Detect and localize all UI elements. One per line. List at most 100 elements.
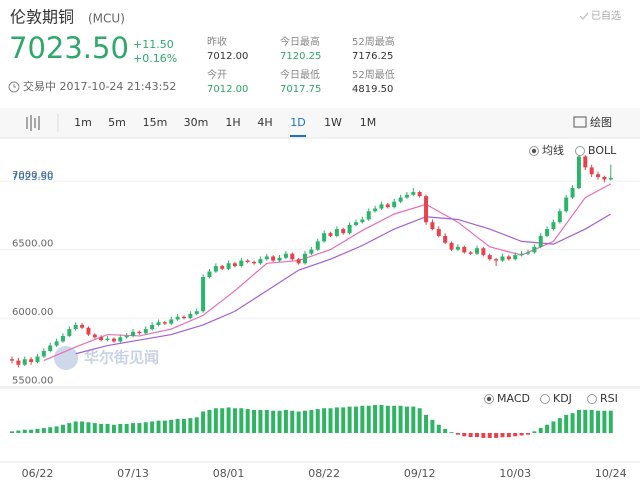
candle-body: [494, 259, 499, 261]
stat-label: 昨收: [207, 35, 227, 48]
radio[interactable]: [587, 394, 597, 404]
macd-bar: [271, 410, 276, 433]
candle-body: [169, 319, 174, 324]
y-tick-label: 6500.00: [12, 239, 53, 250]
timeframe-tab[interactable]: 30m: [184, 116, 209, 129]
macd-bar: [232, 408, 237, 433]
candle-body: [213, 266, 218, 272]
macd-bar: [283, 409, 288, 433]
macd-bar: [264, 409, 269, 433]
candle-body: [111, 338, 116, 342]
legend-option[interactable]: BOLL: [588, 144, 617, 157]
macd-bar: [334, 407, 339, 433]
candle-body: [398, 197, 403, 202]
macd-bar: [494, 433, 499, 438]
candle-body: [525, 252, 530, 254]
clock-hand: [13, 84, 16, 88]
candle-body: [322, 233, 327, 242]
macd-bar: [22, 429, 27, 433]
candle-body: [60, 335, 65, 342]
stat-value: 7176.25: [352, 51, 393, 62]
last-price-label: 7023.50: [12, 172, 53, 183]
macd-bar: [353, 406, 358, 433]
stat-label: 52周最低: [352, 68, 395, 81]
instrument-code: (MCU): [88, 12, 125, 26]
macd-bar: [360, 405, 365, 433]
macd-bar: [201, 411, 206, 433]
macd-bar: [519, 433, 524, 436]
macd-bar: [16, 430, 21, 433]
macd-bar: [455, 433, 460, 435]
macd-bar: [296, 411, 301, 433]
candle-body: [258, 259, 263, 264]
candle-body: [481, 248, 486, 256]
legend-option[interactable]: 均线: [542, 143, 564, 157]
macd-bar: [213, 408, 218, 433]
macd-bar: [137, 423, 142, 433]
macd-bar: [449, 432, 454, 433]
last-price: 7023.50: [9, 31, 129, 65]
candle-body: [570, 187, 575, 198]
macd-bar: [570, 413, 575, 433]
watch-status[interactable]: 已自选: [591, 9, 621, 22]
radio[interactable]: [540, 394, 550, 404]
macd-bar: [131, 423, 136, 433]
candle-body: [449, 242, 454, 250]
candle-body: [150, 324, 155, 330]
candle-body: [487, 255, 492, 260]
candle-body: [143, 329, 148, 334]
macd-bar: [290, 410, 295, 433]
x-tick-label: 08/22: [308, 467, 340, 480]
candle-body: [162, 322, 167, 324]
candle-body: [124, 335, 129, 338]
stat-label: 今开: [207, 68, 227, 81]
y-tick-label: 6000.00: [12, 307, 53, 318]
candle-body: [538, 235, 543, 247]
macd-bar: [207, 409, 212, 433]
candle-body: [10, 359, 14, 361]
candle-body: [532, 246, 537, 253]
watermark-logo: [54, 346, 78, 370]
macd-bar: [226, 407, 231, 433]
radio[interactable]: [575, 146, 585, 156]
candle-body: [602, 176, 607, 180]
timeframe-tab[interactable]: 15m: [143, 116, 168, 129]
candle-body: [22, 359, 27, 365]
timeframe-tab[interactable]: 1H: [225, 116, 240, 129]
macd-bar: [150, 421, 155, 433]
macd-bar: [513, 433, 518, 437]
macd-bar: [73, 421, 78, 433]
candle-body: [468, 252, 473, 254]
candle-body: [303, 253, 308, 264]
macd-bar: [48, 427, 53, 433]
timeframe-tab[interactable]: 4H: [257, 116, 272, 129]
timeframe-tab[interactable]: 5m: [108, 116, 126, 129]
candle-body: [404, 194, 409, 198]
timeframe-tab[interactable]: 1D: [290, 116, 305, 129]
macd-bar: [169, 419, 174, 433]
timeframe-tab[interactable]: 1M: [360, 116, 377, 129]
macd-bar: [328, 408, 333, 433]
candle-body: [475, 248, 480, 254]
macd-bar: [525, 433, 530, 435]
draw-button[interactable]: 绘图: [590, 115, 612, 129]
timeframe-tab[interactable]: 1W: [324, 116, 342, 129]
candle-body: [207, 271, 212, 278]
macd-bar: [347, 406, 352, 433]
legend-option[interactable]: RSI: [600, 392, 618, 405]
macd-bar: [557, 418, 562, 433]
macd-bar: [162, 420, 167, 433]
legend-option[interactable]: KDJ: [553, 392, 572, 405]
legend-option[interactable]: MACD: [497, 392, 530, 405]
macd-bar: [239, 408, 244, 433]
macd-bar: [143, 422, 148, 433]
macd-bar: [315, 409, 320, 433]
candle-body: [201, 277, 206, 312]
macd-bar: [424, 414, 429, 433]
candle-body: [35, 356, 40, 362]
timeframe-tab[interactable]: 1m: [74, 116, 92, 129]
macd-bar: [60, 424, 65, 433]
macd-bar: [245, 409, 250, 433]
macd-bar: [303, 410, 308, 433]
candle-body: [296, 259, 301, 264]
